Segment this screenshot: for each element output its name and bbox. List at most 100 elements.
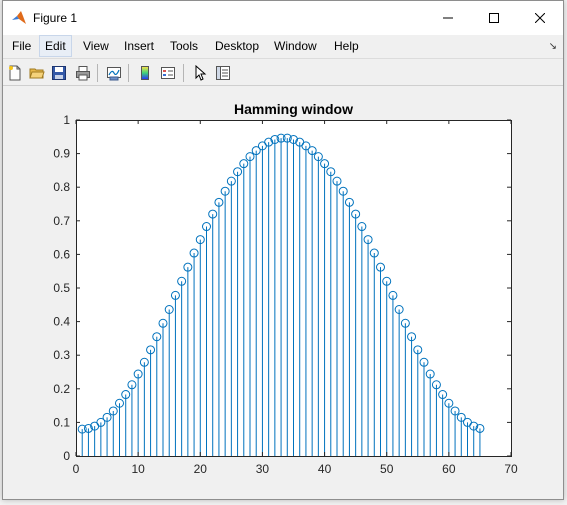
stem-marker bbox=[214, 197, 224, 207]
stem-marker bbox=[127, 380, 137, 390]
menu-file[interactable]: File bbox=[12, 39, 32, 53]
stem-marker bbox=[239, 159, 249, 169]
dock-arrow-icon[interactable]: ↘ bbox=[548, 41, 557, 52]
stem-marker bbox=[270, 134, 280, 144]
figure-toolbar bbox=[3, 58, 563, 86]
stem-marker bbox=[444, 398, 454, 408]
folder-open-icon bbox=[29, 68, 45, 79]
stem-marker bbox=[121, 390, 131, 400]
stem-marker bbox=[96, 417, 106, 427]
edit-plot-button[interactable] bbox=[190, 63, 210, 83]
maximize-button[interactable] bbox=[471, 1, 517, 35]
stem-marker bbox=[170, 290, 180, 300]
x-tick-label: 0 bbox=[73, 462, 80, 476]
stem-marker bbox=[313, 152, 323, 162]
property-inspector-icon bbox=[216, 66, 230, 80]
title-bar[interactable]: Figure 1 bbox=[3, 1, 563, 35]
x-tick-label: 30 bbox=[256, 462, 270, 476]
stem-marker bbox=[233, 167, 243, 177]
menu-window[interactable]: Window bbox=[274, 39, 317, 53]
x-tick-label: 20 bbox=[194, 462, 208, 476]
stem-marker bbox=[289, 134, 298, 144]
menu-desktop[interactable]: Desktop bbox=[215, 39, 260, 53]
stem-marker bbox=[469, 421, 479, 431]
stem-marker bbox=[338, 186, 348, 196]
y-tick-label: 0 bbox=[63, 449, 70, 463]
stem-marker bbox=[264, 137, 274, 147]
stem-marker bbox=[376, 262, 385, 272]
stem-marker bbox=[226, 176, 236, 186]
stem-marker bbox=[108, 406, 118, 416]
toolbar-separator bbox=[183, 64, 184, 82]
menu-tools[interactable]: Tools bbox=[170, 39, 199, 53]
save-figure-button[interactable] bbox=[49, 63, 69, 83]
minimize-button[interactable] bbox=[425, 1, 471, 35]
close-button[interactable] bbox=[517, 1, 563, 35]
y-tick-label: 0.2 bbox=[53, 382, 70, 396]
window-title: Figure 1 bbox=[33, 11, 78, 25]
property-inspector-button[interactable] bbox=[213, 63, 233, 83]
stem-marker bbox=[320, 159, 330, 169]
stem-marker bbox=[425, 369, 435, 379]
open-file-button[interactable] bbox=[27, 63, 47, 83]
insert-legend-button[interactable] bbox=[158, 63, 178, 83]
floppy-disk-icon bbox=[52, 66, 66, 80]
stem-marker bbox=[450, 406, 460, 416]
stem-marker bbox=[77, 424, 87, 434]
menu-insert[interactable]: Insert bbox=[124, 39, 155, 53]
stem-series bbox=[77, 133, 485, 456]
stem-marker bbox=[431, 380, 441, 390]
stem-marker bbox=[332, 176, 342, 186]
minimize-icon bbox=[443, 17, 453, 19]
new-figure-button[interactable] bbox=[5, 63, 25, 83]
stem-marker bbox=[208, 209, 218, 219]
stem-marker bbox=[139, 357, 149, 367]
y-tick-label: 0.6 bbox=[53, 247, 70, 261]
menu-view[interactable]: View bbox=[83, 39, 109, 53]
printer-icon bbox=[76, 66, 90, 81]
stem-marker bbox=[220, 186, 230, 196]
stem-marker bbox=[456, 412, 466, 422]
stem-marker bbox=[394, 305, 404, 315]
pointer-arrow-icon bbox=[195, 65, 207, 81]
colorbar-icon bbox=[141, 66, 149, 80]
stem-plot: 0 10 20 30 40 50 60 70 0 0.1 0.2 0.3 0.4 0.5 0.6 0.7 0.8… bbox=[53, 101, 518, 476]
print-figure-button[interactable] bbox=[73, 63, 93, 83]
link-plot-icon bbox=[107, 67, 121, 81]
stem-marker bbox=[357, 222, 367, 232]
stem-marker bbox=[195, 235, 205, 245]
stem-marker bbox=[183, 262, 193, 272]
stem-marker bbox=[152, 332, 162, 342]
menu-help[interactable]: Help bbox=[334, 39, 359, 53]
close-icon bbox=[535, 13, 545, 23]
stem-marker bbox=[344, 197, 354, 207]
stem-marker bbox=[413, 345, 423, 355]
y-tick-label: 0.9 bbox=[53, 147, 70, 161]
stem-marker bbox=[177, 276, 187, 286]
stem-marker bbox=[475, 423, 485, 433]
link-plot-button[interactable] bbox=[104, 63, 124, 83]
figure-canvas[interactable]: 0 10 20 30 40 50 60 70 0 0.1 0.2 0.3 0.4 0.5 0.6 0.7 0.8… bbox=[3, 87, 563, 499]
y-tick-label: 0.3 bbox=[53, 348, 70, 362]
y-tick-label: 0.8 bbox=[53, 180, 70, 194]
menu-edit[interactable]: Edit bbox=[39, 35, 72, 57]
legend-icon bbox=[161, 67, 175, 79]
menu-bar: File Edit View Insert Tools Desktop Wind… bbox=[3, 35, 563, 57]
stem-marker bbox=[388, 290, 398, 300]
stem-marker bbox=[146, 345, 156, 355]
x-tick-label: 40 bbox=[318, 462, 332, 476]
stem-marker bbox=[419, 357, 429, 367]
plot-title: Hamming window bbox=[234, 101, 353, 117]
new-file-icon bbox=[9, 65, 21, 81]
stem-marker bbox=[202, 222, 211, 232]
axes-box bbox=[76, 120, 512, 457]
stem-marker bbox=[245, 152, 255, 162]
insert-colorbar-button[interactable] bbox=[135, 63, 155, 83]
stem-marker bbox=[282, 133, 292, 143]
y-tick-label: 0.5 bbox=[53, 281, 70, 295]
y-tick-label: 0.1 bbox=[53, 415, 70, 429]
stem-marker bbox=[83, 423, 93, 433]
stem-marker bbox=[115, 398, 124, 408]
stem-marker bbox=[369, 248, 379, 258]
